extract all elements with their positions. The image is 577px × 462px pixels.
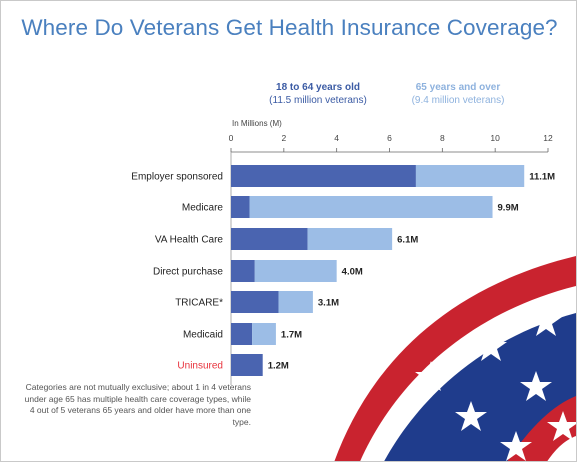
x-tick-label: 0 xyxy=(229,133,234,143)
star-icon xyxy=(455,401,487,431)
legend-series1-label: 18 to 64 years old xyxy=(276,82,360,93)
category-label: Uninsured xyxy=(177,361,223,372)
category-label: VA Health Care xyxy=(155,235,224,246)
star-icon xyxy=(475,331,507,361)
bars-layer: Employer sponsored 11.1M Medicare 9.9M VA He… xyxy=(131,165,555,376)
bar-segment-65-plus xyxy=(307,228,393,250)
bar-segment-18-64 xyxy=(231,354,263,376)
bar-segment-18-64 xyxy=(231,323,253,345)
bar-total-label: 11.1M xyxy=(529,172,555,183)
bar-total-label: 4.0M xyxy=(342,267,363,278)
bar-total-label: 1.2M xyxy=(268,361,289,372)
bar-segment-65-plus xyxy=(278,291,313,313)
category-label: Medicare xyxy=(182,203,224,214)
bar-segment-65-plus xyxy=(252,323,276,345)
bar-segment-18-64 xyxy=(231,165,416,187)
bar-segment-65-plus xyxy=(415,165,525,187)
star-icon xyxy=(547,411,576,441)
category-label: Medicaid xyxy=(183,330,223,341)
star-icon xyxy=(415,361,447,391)
bar-total-label: 3.1M xyxy=(318,298,339,309)
bar-total-label: 6.1M xyxy=(397,235,418,246)
bar-segment-18-64 xyxy=(231,196,250,218)
x-tick-label: 12 xyxy=(543,133,553,143)
footnote: Categories are not mutually exclusive; a… xyxy=(24,382,251,427)
flag-decoration xyxy=(334,256,576,461)
bar-total-label: 9.9M xyxy=(498,203,519,214)
chart-title: Where Do Veterans Get Health Insurance C… xyxy=(21,15,558,40)
star-icon xyxy=(520,371,552,401)
bar-segment-18-64 xyxy=(231,291,279,313)
x-tick-label: 2 xyxy=(281,133,286,143)
legend-series2-sub: (9.4 million veterans) xyxy=(411,95,505,106)
x-tick-label: 6 xyxy=(387,133,392,143)
bar-segment-65-plus xyxy=(249,196,493,218)
star-icon xyxy=(500,431,532,461)
category-label: Employer sponsored xyxy=(131,172,223,183)
bar-segment-18-64 xyxy=(231,228,308,250)
bar-segment-65-plus xyxy=(254,260,337,282)
bar-total-label: 1.7M xyxy=(281,330,302,341)
legend-series1-sub: (11.5 million veterans) xyxy=(269,95,367,106)
x-tick-label: 10 xyxy=(490,133,500,143)
unit-label: In Millions (M) xyxy=(232,119,282,128)
category-label: Direct purchase xyxy=(153,267,223,278)
star-icon xyxy=(530,306,562,336)
bar-segment-18-64 xyxy=(231,260,255,282)
x-tick-label: 4 xyxy=(334,133,339,143)
legend-series2-label: 65 years and over xyxy=(415,82,501,93)
category-label: TRICARE* xyxy=(175,298,223,309)
x-tick-label: 8 xyxy=(440,133,445,143)
